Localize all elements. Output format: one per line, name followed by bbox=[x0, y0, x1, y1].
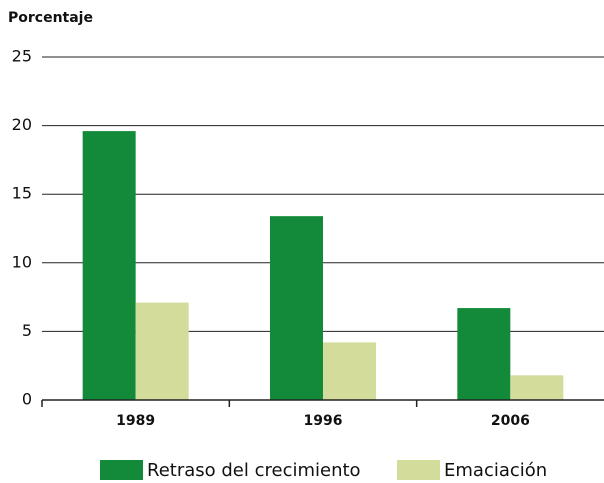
bar bbox=[135, 302, 189, 400]
y-tick-label: 20 bbox=[12, 115, 32, 134]
y-tick-label: 15 bbox=[12, 184, 32, 203]
x-tick-label: 1989 bbox=[116, 413, 155, 429]
bar bbox=[510, 375, 564, 400]
bar bbox=[323, 342, 376, 400]
x-tick-label: 1996 bbox=[304, 413, 343, 429]
y-axis-label: Porcentaje bbox=[8, 10, 93, 26]
legend-label: Emaciación bbox=[444, 460, 547, 481]
bar bbox=[82, 131, 136, 400]
y-tick-label: 25 bbox=[12, 47, 32, 66]
legend-swatch bbox=[100, 460, 143, 480]
legend-swatch bbox=[397, 460, 440, 480]
y-tick-label: 10 bbox=[12, 252, 32, 271]
y-tick-label: 0 bbox=[22, 390, 32, 409]
x-tick-label: 2006 bbox=[491, 413, 530, 429]
bar bbox=[270, 216, 323, 400]
y-tick-label: 5 bbox=[22, 321, 32, 340]
legend-label: Retraso del crecimiento bbox=[147, 460, 361, 481]
bar bbox=[457, 308, 511, 400]
